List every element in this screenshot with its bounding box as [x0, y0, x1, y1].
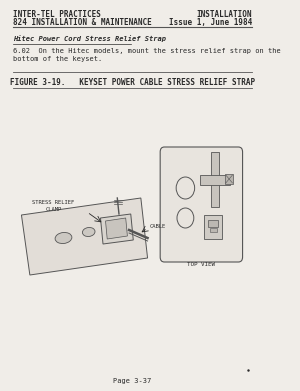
Text: STRESS RELIEF
CLAMP: STRESS RELIEF CLAMP [32, 200, 74, 212]
Polygon shape [21, 198, 148, 275]
Polygon shape [100, 214, 133, 244]
Ellipse shape [55, 233, 72, 244]
Text: TOP VIEW: TOP VIEW [188, 262, 215, 267]
Text: INTER-TEL PRACTICES: INTER-TEL PRACTICES [13, 10, 101, 19]
Text: Hitec Power Cord Stress Relief Strap: Hitec Power Cord Stress Relief Strap [13, 35, 166, 42]
Ellipse shape [82, 228, 95, 237]
Bar [208, 220, 218, 227]
Bar [200, 175, 230, 185]
Text: Issue 1, June 1984: Issue 1, June 1984 [169, 18, 252, 27]
Bar [204, 215, 222, 239]
Text: FIGURE 3-19.   KEYSET POWER CABLE STRESS RELIEF STRAP: FIGURE 3-19. KEYSET POWER CABLE STRESS R… [10, 78, 255, 87]
FancyBboxPatch shape [160, 147, 243, 262]
Circle shape [176, 177, 195, 199]
Text: 6.02  On the Hitec models, mount the stress relief strap on the: 6.02 On the Hitec models, mount the stre… [13, 48, 281, 54]
Text: INSTALLATION: INSTALLATION [196, 10, 252, 19]
Text: CABLE: CABLE [149, 224, 166, 229]
Text: bottom of the keyset.: bottom of the keyset. [13, 56, 102, 62]
Bar [225, 174, 233, 184]
Bar [210, 228, 217, 232]
Text: 824 INSTALLATION & MAINTENANCE: 824 INSTALLATION & MAINTENANCE [13, 18, 152, 27]
Bar [212, 152, 219, 207]
Circle shape [177, 208, 194, 228]
Text: Page 3-37: Page 3-37 [113, 378, 152, 384]
Polygon shape [106, 218, 128, 239]
